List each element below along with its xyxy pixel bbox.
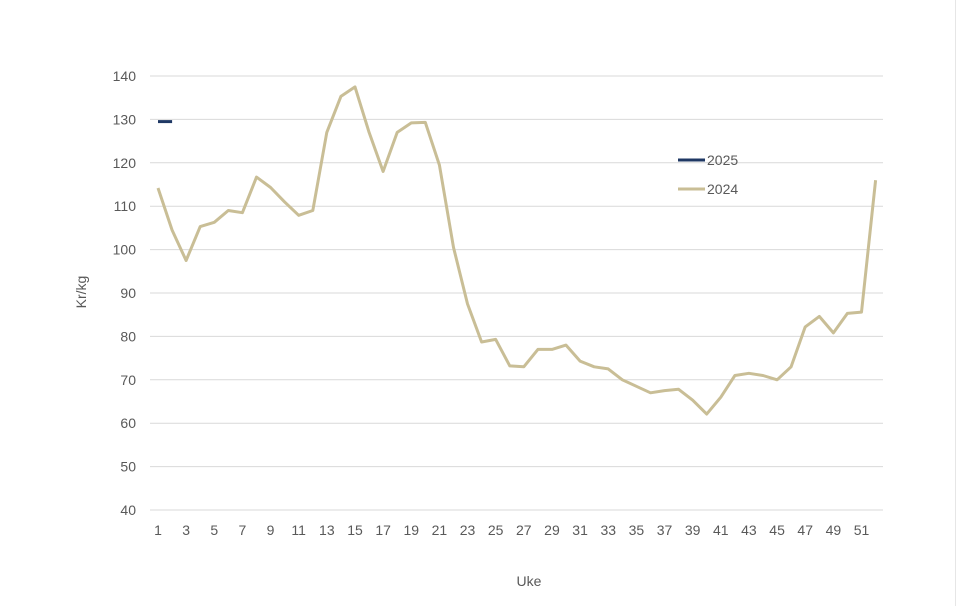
x-tick-label: 37: [657, 522, 673, 538]
x-tick-label: 45: [769, 522, 785, 538]
x-axis-ticks: 1 3 5 7 9 11 13 15 17 19 21 23 25 27 29 31 33 35 37 39 41 43 4…: [154, 522, 869, 538]
x-tick-label: 5: [210, 522, 218, 538]
x-tick-label: 25: [488, 522, 504, 538]
y-tick-label: 130: [113, 111, 137, 127]
y-tick-label: 40: [120, 502, 136, 518]
y-tick-label: 110: [114, 198, 137, 214]
x-tick-label: 35: [629, 522, 645, 538]
x-tick-label: 27: [516, 522, 532, 538]
x-tick-label: 47: [797, 522, 813, 538]
x-axis-label: Uke: [517, 573, 542, 589]
x-tick-label: 33: [600, 522, 616, 538]
x-tick-label: 7: [239, 522, 247, 538]
x-tick-label: 17: [375, 522, 391, 538]
y-tick-label: 50: [120, 459, 136, 475]
x-tick-label: 39: [685, 522, 701, 538]
x-tick-label: 21: [432, 522, 448, 538]
x-tick-label: 41: [713, 522, 729, 538]
grid-lines: [150, 75, 883, 511]
legend-entry-2024: 2024: [707, 181, 738, 197]
y-tick-label: 70: [120, 372, 136, 388]
series-lines: [156, 85, 878, 416]
y-tick-label: 60: [120, 415, 136, 431]
y-tick-label: 140: [113, 68, 137, 84]
y-axis-label: Kr/kg: [73, 276, 89, 309]
y-tick-label: 80: [120, 328, 136, 344]
x-tick-label: 3: [182, 522, 190, 538]
y-axis-ticks: 40 50 60 70 80 90 100 110 120 130 140: [113, 68, 137, 518]
series-line-2024: [156, 85, 878, 416]
y-tick-label: 120: [113, 155, 137, 171]
legend-entry-2025: 2025: [707, 152, 738, 168]
x-tick-label: 15: [347, 522, 363, 538]
right-edge-divider: [955, 0, 956, 606]
x-tick-label: 13: [319, 522, 335, 538]
x-tick-label: 49: [826, 522, 842, 538]
x-tick-label: 9: [267, 522, 275, 538]
y-tick-label: 100: [113, 242, 137, 258]
x-tick-label: 1: [154, 522, 162, 538]
legend: 2025 2024: [678, 152, 738, 197]
x-tick-label: 19: [403, 522, 419, 538]
x-tick-label: 23: [460, 522, 476, 538]
x-tick-label: 51: [854, 522, 870, 538]
y-tick-label: 90: [120, 285, 136, 301]
x-tick-label: 31: [572, 522, 588, 538]
x-tick-label: 11: [291, 522, 306, 538]
x-tick-label: 29: [544, 522, 560, 538]
x-tick-label: 43: [741, 522, 757, 538]
